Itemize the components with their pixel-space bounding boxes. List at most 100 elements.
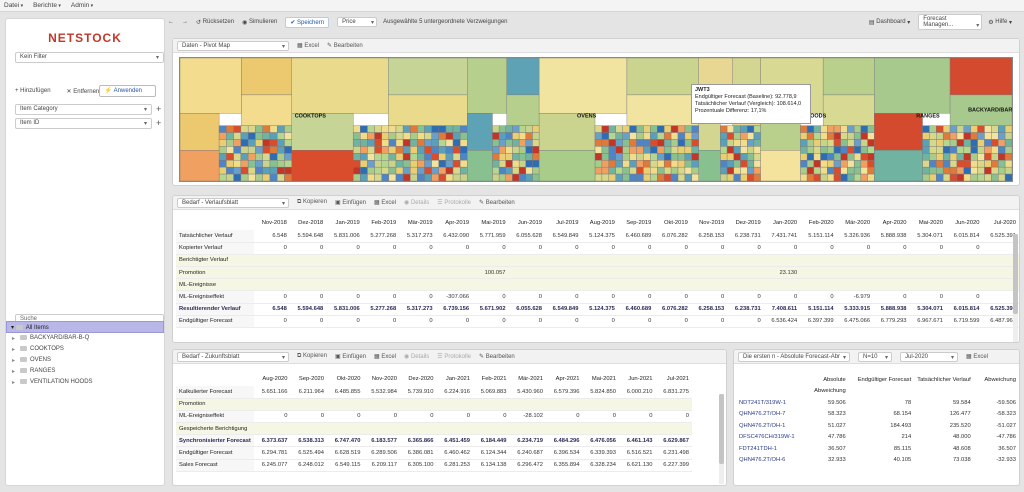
grid-cell[interactable]: 0 bbox=[473, 410, 510, 424]
treemap-cell[interactable] bbox=[410, 139, 418, 147]
treemap-cell[interactable] bbox=[840, 160, 848, 168]
treemap-cell[interactable] bbox=[410, 173, 418, 181]
treemap-cell[interactable] bbox=[977, 139, 985, 147]
exception-row[interactable]: QHN476.2T/OH-1 51.027 184.493 235.520 -51.02… bbox=[736, 420, 1019, 432]
treemap-cell[interactable] bbox=[532, 139, 540, 147]
treemap-cell[interactable] bbox=[922, 153, 930, 161]
apply-filter-button[interactable]: ⚡ Anwenden bbox=[98, 85, 156, 97]
treemap-cell[interactable] bbox=[395, 160, 404, 168]
treemap-cell[interactable] bbox=[942, 153, 951, 161]
treemap-cell[interactable] bbox=[650, 139, 658, 147]
treemap-cell[interactable] bbox=[747, 173, 755, 181]
grid-cell[interactable]: 0 bbox=[545, 315, 582, 329]
grid-cell[interactable]: 0 bbox=[362, 242, 400, 255]
treemap-cell[interactable] bbox=[806, 146, 815, 154]
treemap-cell[interactable] bbox=[417, 173, 425, 181]
treemap-cell[interactable] bbox=[424, 139, 432, 147]
treemap-cell[interactable] bbox=[740, 173, 748, 181]
treemap-cell[interactable] bbox=[269, 132, 278, 140]
treemap-cell[interactable] bbox=[395, 132, 404, 140]
grid-column-header[interactable]: Feb-2020 bbox=[808, 220, 834, 226]
treemap-cell[interactable] bbox=[806, 153, 815, 161]
treemap-cell[interactable] bbox=[374, 166, 382, 175]
treemap-cell[interactable] bbox=[438, 166, 447, 175]
treemap-cell[interactable] bbox=[813, 153, 821, 161]
grid-cell[interactable]: 6.015.814 bbox=[945, 230, 983, 243]
treemap-cell[interactable] bbox=[677, 139, 686, 147]
treemap-cell[interactable] bbox=[367, 173, 375, 181]
grid-cell[interactable] bbox=[289, 278, 327, 292]
grid-cell[interactable] bbox=[546, 398, 583, 411]
treemap-cell[interactable] bbox=[720, 160, 728, 168]
grid-cell[interactable]: 6.967.671 bbox=[909, 315, 946, 329]
treemap-cell[interactable] bbox=[506, 94, 540, 126]
treemap-cell[interactable] bbox=[284, 146, 292, 154]
grid-column-header[interactable]: Jan-2021 bbox=[445, 376, 470, 382]
reset-button[interactable]: ↺ Rücksetzen bbox=[196, 19, 235, 26]
treemap-cell[interactable] bbox=[438, 139, 447, 147]
treemap-cell[interactable] bbox=[594, 125, 603, 133]
treemap-cell[interactable] bbox=[381, 173, 390, 181]
logs-button[interactable]: ☰ Protokolle bbox=[437, 200, 472, 206]
treemap-cell[interactable] bbox=[650, 166, 658, 175]
treemap-cell[interactable] bbox=[381, 160, 390, 168]
grid-cell[interactable]: 5.069.883 bbox=[473, 386, 510, 399]
excel-button[interactable]: ▦ Excel bbox=[374, 354, 397, 360]
edit-button[interactable]: ✎ Bearbeiten bbox=[479, 200, 515, 206]
treemap-cell[interactable] bbox=[929, 153, 937, 161]
treemap-cell[interactable] bbox=[643, 146, 651, 154]
treemap-cell[interactable] bbox=[438, 125, 447, 133]
treemap-cell[interactable] bbox=[929, 139, 937, 147]
treemap-cell[interactable] bbox=[657, 160, 665, 168]
treemap-cell[interactable] bbox=[650, 153, 658, 161]
treemap-cell[interactable] bbox=[663, 173, 672, 181]
grid-cell[interactable] bbox=[289, 266, 327, 280]
treemap-cell[interactable] bbox=[977, 125, 985, 133]
treemap-cell[interactable] bbox=[226, 153, 234, 161]
grid-cell[interactable] bbox=[727, 278, 764, 292]
grid-cell[interactable]: 7.431.741 bbox=[763, 230, 801, 243]
treemap-cell[interactable] bbox=[622, 146, 630, 154]
grid-cell[interactable]: 0 bbox=[253, 290, 290, 304]
grid-cell[interactable]: 6.579.396 bbox=[546, 386, 583, 399]
exception-cell[interactable]: NDT241T/319W-1 bbox=[739, 399, 786, 406]
price-select[interactable]: Price bbox=[337, 17, 378, 27]
grid-cell[interactable] bbox=[399, 266, 436, 280]
treemap-cell[interactable] bbox=[424, 173, 432, 181]
treemap-cell[interactable] bbox=[936, 166, 944, 175]
grid-cell[interactable]: 6.355.894 bbox=[546, 459, 583, 472]
treemap-cell[interactable] bbox=[720, 153, 728, 161]
treemap-cell[interactable] bbox=[622, 173, 630, 181]
grid-cell[interactable]: -6.979 bbox=[836, 290, 874, 304]
treemap-cell[interactable] bbox=[445, 139, 454, 147]
treemap-cell[interactable] bbox=[853, 132, 862, 140]
grid-column-header[interactable]: Apr-2019 bbox=[445, 220, 470, 226]
treemap-cell[interactable] bbox=[247, 173, 256, 181]
treemap-cell[interactable] bbox=[840, 153, 848, 161]
treemap-cell[interactable] bbox=[518, 153, 526, 161]
treemap-cell[interactable] bbox=[452, 166, 461, 175]
treemap-cell[interactable] bbox=[936, 173, 944, 181]
treemap-cell[interactable] bbox=[269, 146, 278, 154]
treemap-cell[interactable] bbox=[360, 125, 368, 133]
grid-cell[interactable]: 5.151.114 bbox=[800, 230, 837, 243]
treemap-cell[interactable] bbox=[218, 125, 227, 133]
treemap-cell[interactable] bbox=[629, 166, 637, 175]
treemap-cell[interactable] bbox=[740, 125, 748, 133]
treemap-cell[interactable] bbox=[498, 132, 506, 140]
treemap-cell[interactable] bbox=[262, 146, 271, 154]
treemap-cell[interactable] bbox=[867, 153, 875, 161]
treemap-cell[interactable] bbox=[733, 166, 741, 175]
simulate-button[interactable]: ◉ Simulieren bbox=[242, 19, 278, 26]
filter-select[interactable]: Kein Filter ▾ bbox=[15, 52, 164, 63]
treemap-cell[interactable] bbox=[691, 146, 699, 154]
treemap-cell[interactable] bbox=[424, 166, 432, 175]
add-field-icon[interactable]: + bbox=[156, 118, 162, 128]
grid-column-header[interactable]: Nov-2020 bbox=[371, 376, 397, 382]
treemap-cell[interactable] bbox=[381, 153, 390, 161]
treemap-cell[interactable] bbox=[684, 166, 693, 175]
treemap-cell[interactable] bbox=[629, 139, 637, 147]
treemap-cell[interactable] bbox=[922, 139, 930, 147]
treemap-cell[interactable] bbox=[956, 132, 965, 140]
grid-cell[interactable] bbox=[945, 266, 983, 280]
